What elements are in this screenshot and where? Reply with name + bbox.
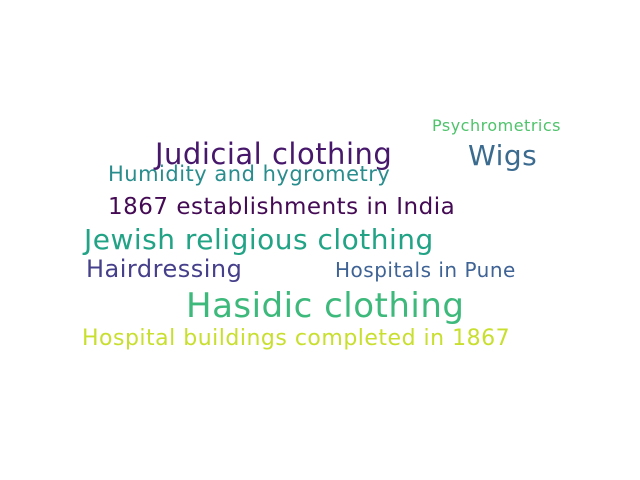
- word-hairdressing: Hairdressing: [86, 255, 243, 283]
- word-judicial-clothing: Judicial clothing: [155, 137, 393, 171]
- word-wigs: Wigs: [468, 139, 538, 172]
- word-hasidic-clothing: Hasidic clothing: [186, 286, 465, 326]
- word-1867-establishments-in-india: 1867 establishments in India: [108, 194, 456, 220]
- word-hospital-buildings-completed-in-1867: Hospital buildings completed in 1867: [82, 326, 511, 351]
- word-psychrometrics: Psychrometrics: [432, 116, 561, 135]
- word-jewish-religious-clothing: Jewish religious clothing: [84, 223, 434, 256]
- word-hospitals-in-pune: Hospitals in Pune: [335, 258, 516, 282]
- word-humidity-and-hygrometry: Humidity and hygrometry: [108, 162, 391, 186]
